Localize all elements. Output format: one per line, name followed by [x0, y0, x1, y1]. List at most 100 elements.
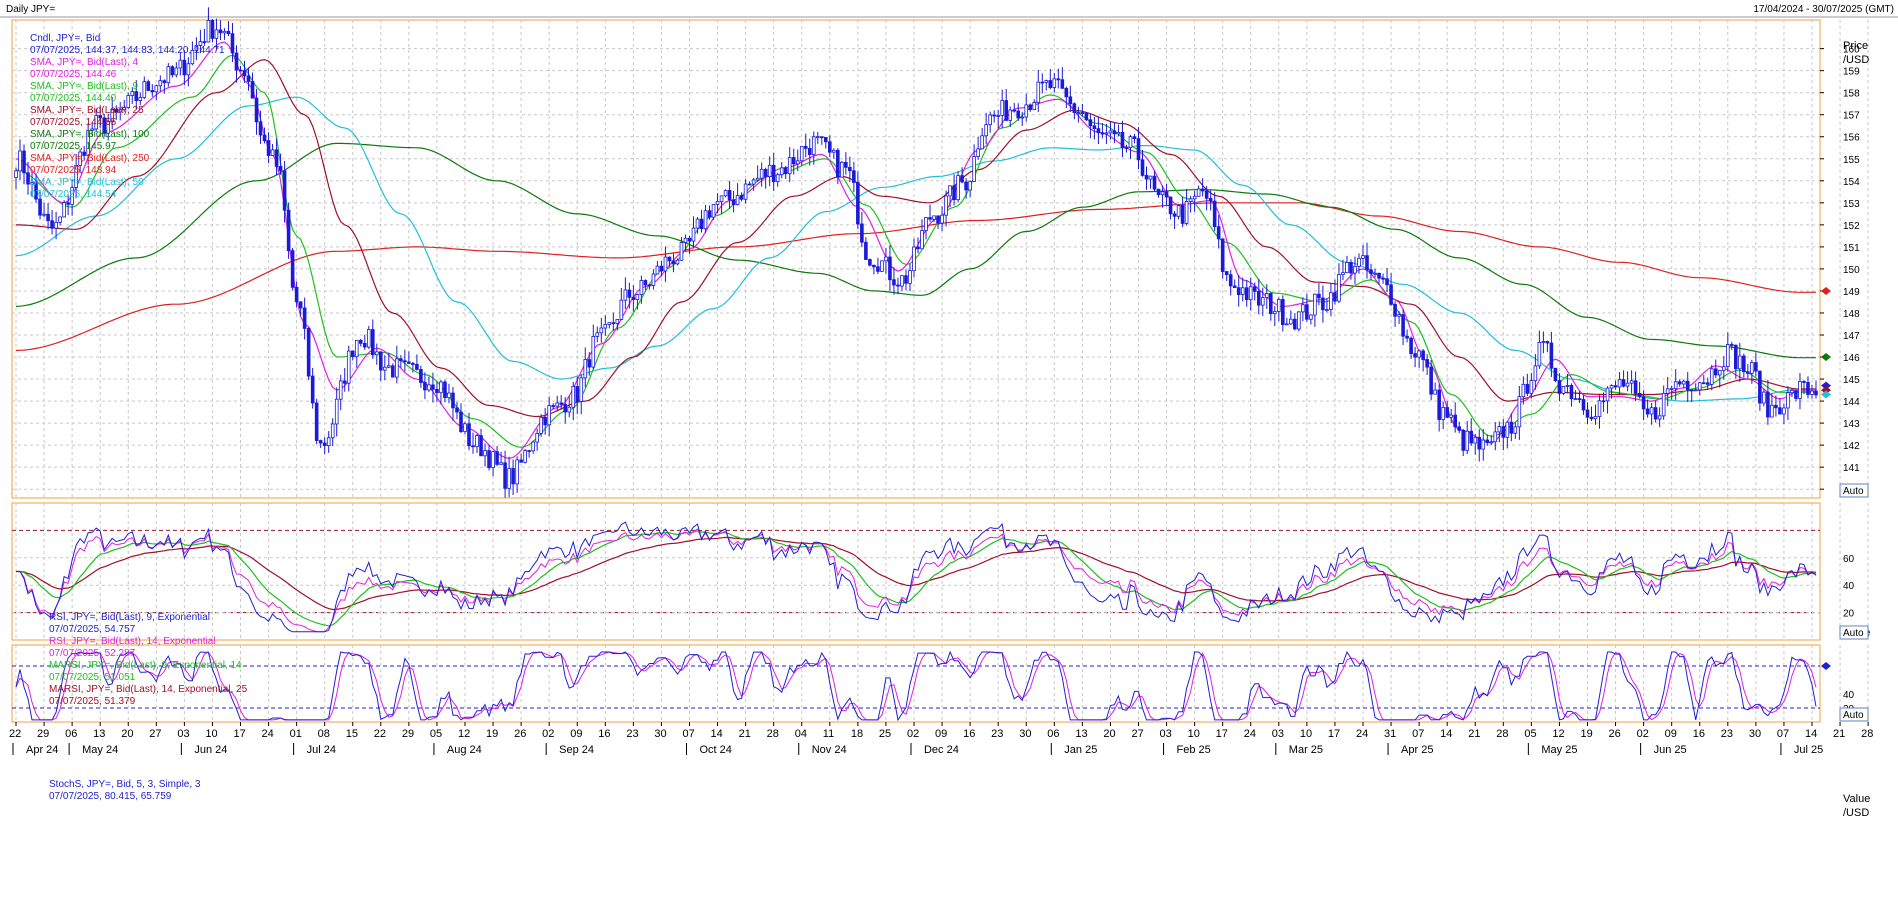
- legend-value: 07/07/2025, 51.051: [49, 672, 136, 683]
- candle-body: [1541, 341, 1546, 343]
- x-tick-label: 16: [1693, 728, 1705, 740]
- candle-body: [411, 363, 415, 365]
- candle-body: [972, 156, 976, 182]
- x-tick-label: 20: [1103, 728, 1115, 740]
- candle-body: [455, 407, 459, 413]
- candle-body: [1212, 200, 1217, 228]
- candle-body: [50, 220, 54, 229]
- candle-body: [984, 124, 988, 137]
- candle-body: [1224, 271, 1229, 276]
- x-tick-label: 30: [654, 728, 666, 740]
- stoch-axis-label: Value: [1843, 793, 1870, 805]
- x-tick-label: 06: [65, 728, 77, 740]
- candle-body: [1008, 109, 1013, 121]
- candle-body: [884, 256, 888, 262]
- legend-value: 07/07/2025, 144.54: [30, 189, 117, 200]
- price-marker: [1821, 390, 1831, 399]
- candle-body: [346, 350, 351, 384]
- legend-entry: MARSI, JPY=, Bid(Last), 9, Exponential, …: [49, 660, 242, 671]
- candle-body: [1365, 255, 1369, 271]
- x-month-label: Feb 25: [1177, 744, 1211, 756]
- candle-body: [379, 351, 383, 371]
- candle-body: [1485, 439, 1490, 443]
- auto-button[interactable]: [1839, 483, 1869, 498]
- price-tick-label: 157: [1843, 111, 1860, 122]
- candle-body: [302, 307, 307, 329]
- x-tick-label: 22: [9, 728, 21, 740]
- auto-button[interactable]: [1839, 707, 1869, 722]
- candle-body: [1417, 350, 1421, 358]
- candle-body: [322, 442, 327, 447]
- x-tick-label: 08: [318, 728, 330, 740]
- candle-body: [1597, 400, 1602, 417]
- candle-body: [763, 168, 768, 177]
- candle-body: [1573, 398, 1578, 401]
- candle-body: [1721, 366, 1726, 371]
- candle-body: [1301, 304, 1305, 313]
- candle-body: [407, 361, 411, 364]
- x-tick-label: 06: [1047, 728, 1059, 740]
- rsi-tick-label: 60: [1843, 554, 1855, 565]
- candle-body: [274, 149, 279, 167]
- candle-body: [1285, 323, 1289, 326]
- candle-body: [158, 80, 163, 87]
- legend-entry: SMA, JPY=, Bid(Last), 50: [30, 177, 144, 188]
- candle-body: [1689, 389, 1694, 392]
- candle-body: [1529, 380, 1534, 394]
- candle-body: [1453, 414, 1457, 428]
- candle-body: [1437, 389, 1441, 420]
- candle-body: [507, 468, 511, 489]
- candle-body: [1357, 257, 1361, 267]
- candle-body: [298, 301, 303, 309]
- candle-body: [928, 217, 932, 220]
- candle-body: [447, 392, 451, 399]
- candle-body: [1794, 390, 1798, 399]
- price-tick-label: 155: [1843, 155, 1860, 166]
- x-tick-label: 21: [739, 728, 751, 740]
- candle-body: [603, 324, 608, 329]
- candle-body: [138, 97, 143, 101]
- candle-body: [1216, 226, 1221, 240]
- price-tick-label: 154: [1843, 177, 1860, 188]
- candle-body: [1613, 385, 1618, 388]
- candle-body: [1798, 381, 1802, 399]
- candle-body: [1774, 404, 1778, 409]
- candle-body: [354, 339, 359, 358]
- candle-body: [46, 213, 50, 222]
- auto-button-label[interactable]: Auto: [1843, 710, 1864, 721]
- x-month-label: May 24: [82, 744, 118, 756]
- candle-body: [1445, 407, 1449, 418]
- auto-button[interactable]: [1839, 625, 1869, 640]
- candle-body: [1156, 188, 1161, 196]
- candle-body: [1521, 383, 1526, 398]
- legend-value: 07/07/2025, 144.40: [30, 93, 117, 104]
- x-tick-label: 09: [935, 728, 947, 740]
- candle-body: [1172, 213, 1177, 217]
- candle-body: [667, 256, 672, 262]
- x-tick-label: 24: [262, 728, 274, 740]
- candle-body: [627, 289, 632, 298]
- auto-button-label[interactable]: Auto: [1843, 486, 1864, 497]
- auto-button-label[interactable]: Auto: [1843, 628, 1864, 639]
- price-tick-label: 143: [1843, 419, 1860, 430]
- legend-entry: MARSI, JPY=, Bid(Last), 14, Exponential,…: [49, 684, 248, 695]
- x-tick-label: 07: [682, 728, 694, 740]
- x-tick-label: 24: [1244, 728, 1256, 740]
- candle-body: [22, 150, 26, 174]
- candle-body: [1589, 416, 1594, 420]
- candle-body: [82, 151, 86, 156]
- candle-body: [1649, 407, 1654, 415]
- candle-body: [695, 218, 700, 229]
- candle-body: [270, 149, 275, 156]
- candle-body: [102, 117, 106, 134]
- x-tick-label: 29: [37, 728, 49, 740]
- candle-body: [699, 218, 704, 230]
- candle-body: [94, 115, 98, 130]
- price-tick-label: 159: [1843, 67, 1860, 78]
- candle-body: [1401, 314, 1405, 337]
- legend-entry: Cndl, JPY=, Bid: [30, 33, 100, 44]
- candle-body: [1637, 393, 1642, 398]
- candle-body: [976, 148, 980, 158]
